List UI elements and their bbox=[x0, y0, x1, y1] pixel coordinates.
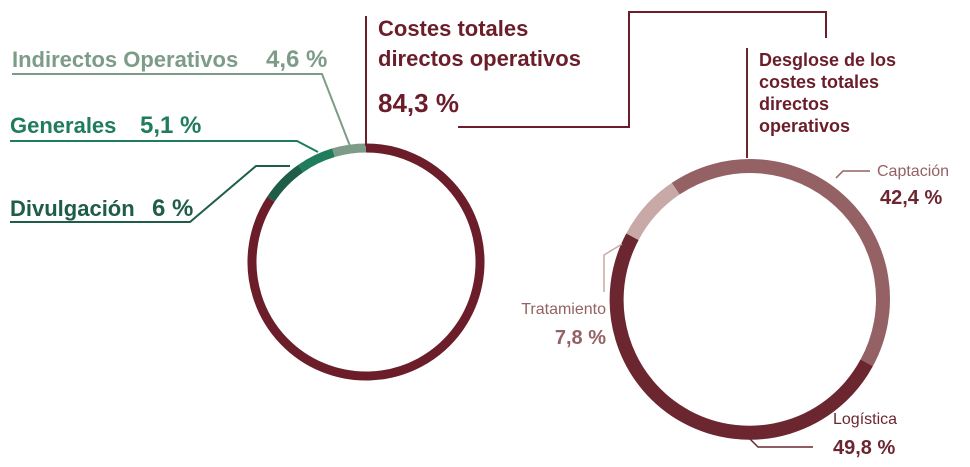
slice-divulgacion bbox=[267, 164, 304, 202]
label-logistica: Logística bbox=[833, 411, 897, 428]
label-indirectos: Indirectos Operativos bbox=[12, 47, 238, 72]
title-desglose-line-4: operativos bbox=[759, 116, 850, 136]
value-captacion: 42,4 % bbox=[880, 187, 942, 209]
label-generales: Generales bbox=[10, 113, 116, 138]
slice-indirectos bbox=[332, 143, 367, 158]
value-logistica: 49,8 % bbox=[833, 437, 895, 459]
leader-line-captacion bbox=[835, 170, 870, 179]
slice-costes-directos bbox=[247, 143, 485, 381]
label-captacion: Captación bbox=[877, 163, 949, 180]
leader-lines bbox=[10, 11, 870, 448]
value-indirectos: 4,6 % bbox=[266, 46, 327, 73]
label-divulgacion: Divulgación bbox=[10, 196, 135, 221]
value-tratamiento: 7,8 % bbox=[555, 327, 606, 349]
title-desglose-line-3: directos bbox=[759, 94, 829, 114]
leader-line-divulgacion bbox=[10, 165, 290, 223]
donut-chart-1 bbox=[247, 143, 485, 381]
value-costes: 84,3 % bbox=[378, 88, 459, 118]
slice-generales bbox=[298, 148, 335, 173]
leader-line-tratamiento bbox=[603, 243, 623, 292]
slice-logistica bbox=[609, 233, 873, 440]
slice-tratamiento bbox=[626, 182, 680, 241]
title-desglose-line-2: costes totales bbox=[759, 72, 879, 92]
slice-captacion bbox=[671, 159, 890, 367]
label-tratamiento: Tratamiento bbox=[521, 301, 606, 318]
leader-line-generales bbox=[10, 140, 319, 153]
donut-chart-2 bbox=[609, 159, 890, 440]
connector-line bbox=[458, 11, 827, 128]
value-generales: 5,1 % bbox=[140, 112, 201, 139]
title-desglose-line-1: Desglose de los bbox=[759, 50, 896, 70]
value-divulgacion: 6 % bbox=[152, 195, 193, 222]
title-costes-line-1: Costes totales bbox=[378, 16, 528, 41]
leader-line-indirectos bbox=[12, 73, 351, 147]
leader-line-logistica bbox=[738, 427, 813, 448]
title-costes-line-2: directos operativos bbox=[378, 46, 581, 71]
